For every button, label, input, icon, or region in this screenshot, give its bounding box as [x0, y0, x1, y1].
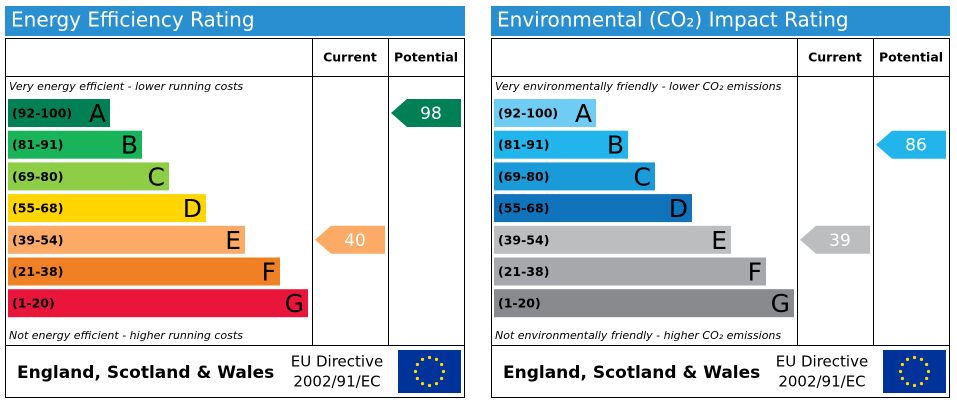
band-letter: E [711, 226, 727, 255]
rating-marker [800, 225, 870, 254]
band-letter: A [89, 99, 106, 128]
eu-star [427, 355, 432, 360]
band-range: (21-38) [12, 264, 63, 279]
eu-star [427, 383, 432, 388]
eu-star [912, 355, 917, 360]
band-letter: E [225, 226, 241, 255]
rating-marker [876, 130, 946, 159]
band-bar [494, 257, 766, 286]
bottom-note: Not environmentally friendly - higher CO… [495, 329, 781, 342]
eu-star [919, 382, 924, 386]
band-letter: A [575, 99, 592, 128]
band-range: (21-38) [498, 264, 549, 279]
eu-star [898, 369, 903, 374]
frame [5, 38, 465, 398]
eu-star [440, 376, 444, 381]
title-bar [491, 6, 950, 36]
eu-star [912, 383, 917, 388]
panel-title: Environmental (CO₂) Impact Rating [497, 8, 849, 32]
rating-value: 86 [905, 136, 927, 156]
eu-star [413, 369, 418, 374]
epc-panel: Energy Efficiency Rating Current Potential… [5, 6, 465, 398]
band-bar [8, 225, 245, 254]
eu-star [441, 369, 446, 374]
eu-star [900, 362, 904, 367]
eu-star [905, 357, 910, 361]
band-letter: D [669, 194, 688, 223]
eu-star [905, 382, 910, 386]
rating-marker [315, 225, 385, 254]
band-range: (69-80) [12, 169, 63, 184]
footer-region: England, Scotland & Wales [503, 363, 760, 383]
band-bar [494, 162, 655, 191]
band-letter: G [285, 289, 304, 318]
column-header: Potential [394, 50, 458, 65]
band-bar [494, 99, 596, 127]
band-range: (81-91) [12, 137, 63, 152]
eu-star [925, 362, 929, 367]
band-bar [8, 130, 142, 159]
footer-region: England, Scotland & Wales [17, 363, 274, 383]
rating-value: 39 [829, 231, 851, 251]
band-letter: C [634, 162, 651, 191]
band-range: (69-80) [498, 169, 549, 184]
epc-panel: Environmental (CO₂) Impact Rating Current… [491, 6, 950, 398]
band-range: (55-68) [12, 201, 63, 216]
band-letter: C [148, 162, 165, 191]
eu-star [434, 382, 439, 386]
column-header: Current [323, 50, 377, 65]
band-bar [494, 225, 731, 254]
top-note: Very energy efficient - lower running co… [9, 80, 243, 93]
band-bar [494, 194, 692, 223]
band-range: (1-20) [498, 296, 541, 311]
band-letter: F [748, 258, 762, 287]
band-range: (1-20) [12, 296, 55, 311]
band-bar [8, 257, 280, 286]
band-bar [8, 162, 169, 191]
footer-directive: EU Directive [776, 353, 868, 371]
band-range: (39-54) [12, 232, 63, 247]
footer-code: 2002/91/EC [293, 373, 380, 391]
band-letter: F [262, 258, 276, 287]
eu-star [919, 357, 924, 361]
eu-star [420, 357, 425, 361]
frame [491, 38, 950, 398]
band-letter: G [771, 289, 790, 318]
eu-star [415, 376, 419, 381]
band-range: (81-91) [498, 137, 549, 152]
band-bar [8, 194, 206, 223]
footer-directive: EU Directive [291, 353, 383, 371]
band-range: (92-100) [498, 106, 558, 121]
band-bar [494, 289, 794, 318]
eu-star [415, 362, 419, 367]
eu-star [925, 376, 929, 381]
eu-star [900, 376, 904, 381]
band-range: (92-100) [12, 106, 72, 121]
band-letter: B [607, 131, 624, 160]
band-range: (55-68) [498, 201, 549, 216]
bottom-note: Not energy efficient - higher running co… [9, 329, 243, 342]
rating-value: 40 [344, 231, 366, 251]
band-letter: D [183, 194, 202, 223]
band-bar [494, 130, 628, 159]
eu-star [420, 382, 425, 386]
title-bar [5, 6, 465, 36]
rating-value: 98 [420, 104, 442, 124]
footer-code: 2002/91/EC [778, 373, 865, 391]
eu-star [440, 362, 444, 367]
rating-marker [391, 99, 461, 127]
top-note: Very environmentally friendly - lower CO… [495, 80, 782, 93]
column-header: Current [808, 50, 862, 65]
eu-star [434, 357, 439, 361]
band-bar [8, 99, 110, 127]
panel-title: Energy Efficiency Rating [11, 8, 255, 32]
band-bar [8, 289, 308, 318]
column-header: Potential [879, 50, 943, 65]
eu-star [926, 369, 931, 374]
band-letter: B [121, 131, 138, 160]
band-range: (39-54) [498, 232, 549, 247]
